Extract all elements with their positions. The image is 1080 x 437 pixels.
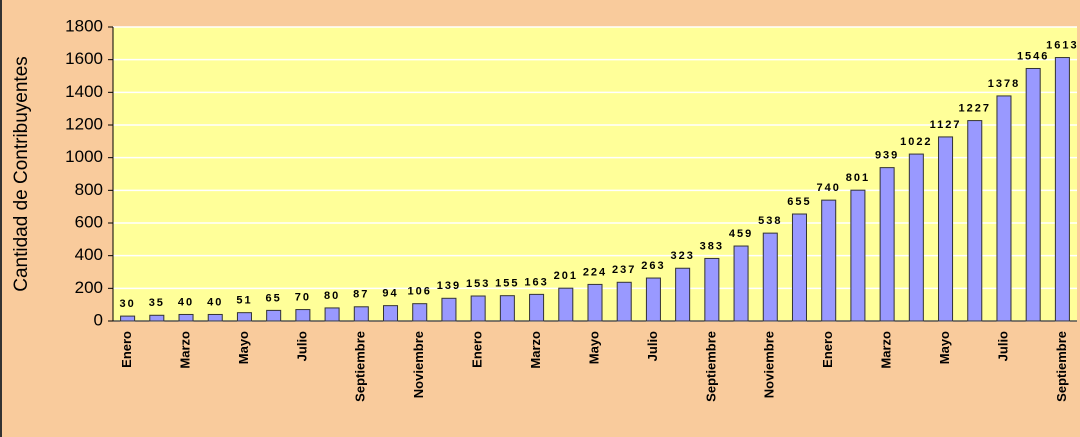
bar: [178, 313, 194, 322]
data-label: 80: [324, 290, 340, 302]
y-tick-label: 1800: [65, 16, 103, 35]
data-label: 655: [787, 196, 811, 208]
x-tick-label: Marzo: [528, 331, 543, 369]
data-label: 1022: [900, 136, 932, 148]
bar: [236, 312, 252, 322]
y-tick-label: 0: [94, 310, 103, 329]
data-label: 1378: [988, 78, 1020, 90]
x-tick-label: Julio: [995, 331, 1010, 361]
x-tick-label: Mayo: [937, 331, 952, 364]
x-tick-label: Marzo: [177, 331, 192, 369]
y-tick-label: 600: [75, 212, 103, 231]
data-label: 1127: [930, 119, 962, 131]
data-label: 139: [437, 280, 461, 292]
bar: [791, 213, 807, 322]
bar: [1054, 57, 1070, 322]
data-label: 35: [149, 297, 165, 309]
data-label: 201: [554, 270, 578, 282]
x-tick-label: Noviembre: [762, 331, 777, 398]
bar: [529, 293, 545, 322]
y-tick-label: 400: [75, 245, 103, 264]
data-label: 323: [670, 250, 694, 262]
bar: [412, 303, 428, 322]
data-label: 224: [583, 266, 607, 278]
data-label: 939: [875, 150, 899, 162]
bar: [558, 287, 574, 322]
bar: [704, 257, 720, 322]
data-label: 459: [729, 228, 753, 240]
bar: [762, 232, 778, 322]
data-label: 153: [466, 278, 490, 290]
y-tick-label: 800: [75, 180, 103, 199]
data-label: 263: [641, 260, 665, 272]
data-label: 30: [119, 298, 135, 310]
bar: [1025, 67, 1041, 322]
bar: [908, 153, 924, 322]
x-tick-label: Enero: [119, 331, 134, 368]
data-label: 163: [524, 276, 548, 288]
bar: [499, 295, 515, 322]
y-tick-label: 1200: [65, 114, 103, 133]
x-tick-label: Marzo: [879, 331, 894, 369]
bar: [353, 306, 369, 322]
bar: [733, 245, 749, 322]
bar: [967, 120, 983, 322]
data-label: 94: [382, 288, 398, 300]
bar: [938, 136, 954, 322]
bar: [383, 305, 399, 322]
bar: [470, 295, 486, 322]
data-label: 70: [295, 291, 311, 303]
data-label: 740: [817, 182, 841, 194]
bar: [120, 315, 136, 322]
data-label: 1613: [1046, 39, 1078, 51]
x-tick-label: Mayo: [236, 331, 251, 364]
data-label: 87: [353, 289, 369, 301]
data-label: 383: [700, 240, 724, 252]
data-label: 1227: [959, 102, 991, 114]
x-tick-label: Mayo: [586, 331, 601, 364]
x-tick-label: Septiembre: [1054, 331, 1069, 402]
x-tick-label: Septiembre: [353, 331, 368, 402]
bar: [850, 189, 866, 322]
y-tick-label: 1600: [65, 49, 103, 68]
x-tick-label: Julio: [645, 331, 660, 361]
data-label: 155: [495, 278, 519, 290]
data-label: 237: [612, 264, 636, 276]
y-tick-label: 1400: [65, 82, 103, 101]
x-tick-label: Noviembre: [411, 331, 426, 398]
data-label: 40: [178, 296, 194, 308]
bar: [149, 314, 165, 322]
data-label: 538: [758, 215, 782, 227]
bar: [645, 277, 661, 322]
data-label: 801: [846, 172, 870, 184]
data-label: 106: [408, 286, 432, 298]
x-tick-label: Septiembre: [703, 331, 718, 402]
bar: [821, 199, 837, 322]
data-label: 65: [266, 292, 282, 304]
bar: [675, 267, 691, 322]
bar: [616, 281, 632, 322]
y-tick-label: 1000: [65, 147, 103, 166]
bar: [587, 283, 603, 322]
bar: [207, 313, 223, 322]
bar: [879, 167, 895, 322]
bar: [441, 297, 457, 322]
y-axis-label: Cantidad de Contribuyentes: [11, 56, 32, 292]
x-tick-label: Julio: [294, 331, 309, 361]
bar: [295, 309, 311, 322]
bar: [996, 95, 1012, 322]
data-label: 51: [236, 295, 252, 307]
x-tick-label: Enero: [470, 331, 485, 368]
y-tick-label: 200: [75, 278, 103, 297]
x-tick-label: Enero: [820, 331, 835, 368]
data-label: 1546: [1017, 50, 1049, 62]
data-label: 40: [207, 296, 223, 308]
bar: [266, 309, 282, 322]
bar: [324, 307, 340, 322]
